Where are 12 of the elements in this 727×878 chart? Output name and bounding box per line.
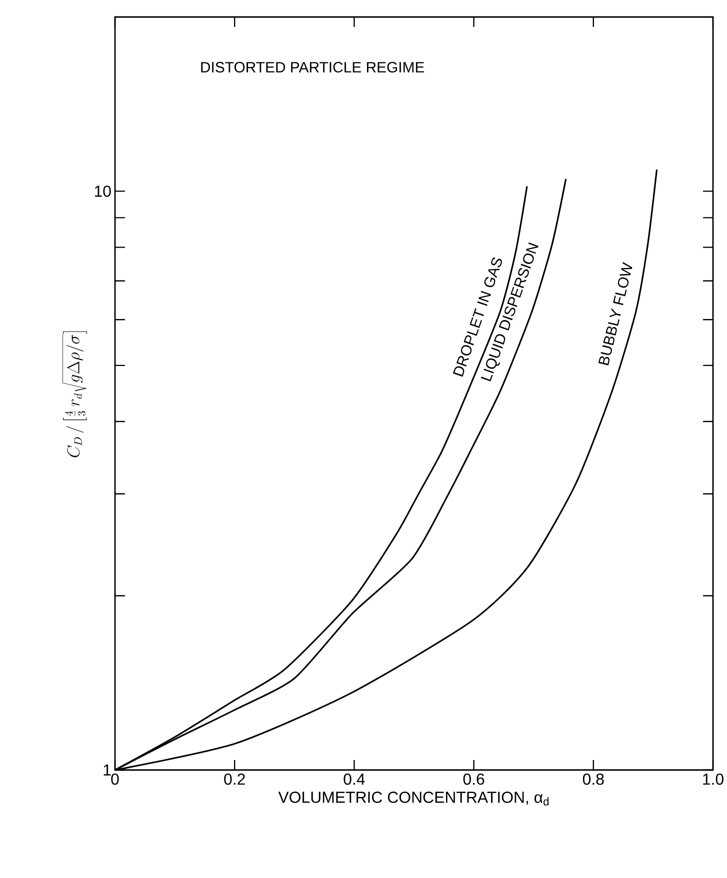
x-tick-label: 0 (111, 774, 119, 785)
x-tick-label: 0.4 (344, 774, 365, 785)
x-tick-label: 1.0 (702, 774, 724, 785)
y-tick-label: 10 (94, 186, 111, 197)
x-tick-label: 0.6 (463, 774, 484, 785)
text: BUBBLY FLOW (598, 262, 632, 366)
annotation: DISTORTED PARTICLE REGIME (200, 62, 424, 72)
x-axis-title: VOLUMETRIC CONCENTRATION, α$_{d}$ (278, 792, 548, 806)
y-tick-label: 1 (104, 764, 111, 776)
x-tick-label: 0.8 (582, 774, 604, 785)
y-axis-title: $C_D \,/\left[\frac{4}{3}\, r_d \sqrt{g \Delta \rho / \sigma}\right]$ (62, 331, 87, 458)
x-tick-label: 0.2 (224, 774, 245, 785)
